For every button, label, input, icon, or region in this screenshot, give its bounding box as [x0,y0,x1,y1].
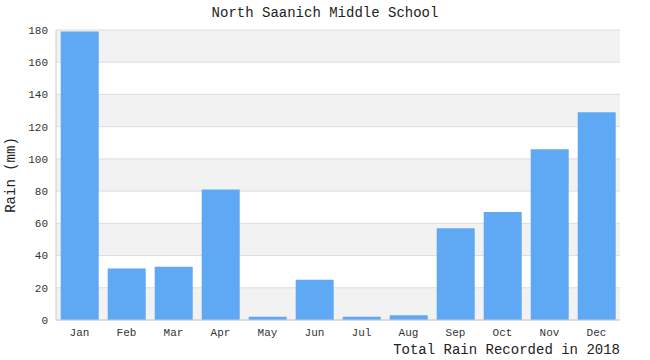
svg-text:100: 100 [28,154,48,166]
svg-text:140: 140 [28,89,48,101]
svg-text:Oct: Oct [493,327,513,339]
svg-text:Dec: Dec [587,327,607,339]
svg-text:40: 40 [35,250,48,262]
svg-text:Feb: Feb [117,327,137,339]
svg-text:180: 180 [28,25,48,37]
svg-text:80: 80 [35,186,48,198]
svg-text:0: 0 [41,315,48,327]
svg-text:Jan: Jan [70,327,90,339]
svg-text:Aug: Aug [399,327,419,339]
svg-text:Mar: Mar [164,327,184,339]
svg-text:Nov: Nov [540,327,560,339]
html-text:Total Rain Recorded in 2018: Total Rain Recorded in 2018 [393,342,620,358]
svg-text:Sep: Sep [446,327,466,339]
svg-text:60: 60 [35,218,48,230]
svg-text:Jun: Jun [305,327,325,339]
svg-text:Rain (mm): Rain (mm) [3,137,19,213]
svg-text:May: May [258,327,278,339]
svg-text:Apr: Apr [211,327,231,339]
svg-text:Jul: Jul [352,327,372,339]
svg-text:160: 160 [28,57,48,69]
svg-text:120: 120 [28,122,48,134]
svg-text:20: 20 [35,283,48,295]
html-text:North Saanich Middle School: North Saanich Middle School [211,5,439,21]
